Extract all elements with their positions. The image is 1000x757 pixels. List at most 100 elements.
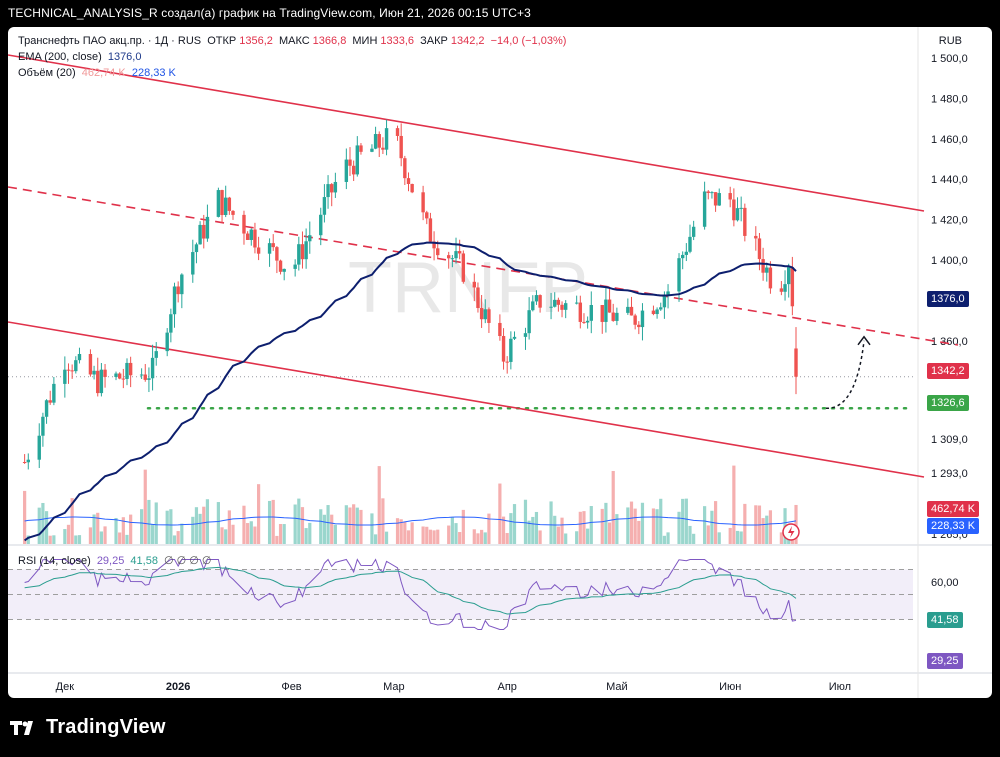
candle-body <box>143 374 147 380</box>
volume-bar <box>501 516 506 544</box>
candle-body <box>37 435 41 460</box>
candle-body <box>684 251 689 255</box>
candle-body <box>505 361 509 363</box>
volume-bar <box>359 509 363 544</box>
candle-body <box>128 362 133 376</box>
price-tick-label: 1 400,0 <box>931 255 968 267</box>
candle-body <box>198 224 202 245</box>
candle-body <box>96 370 100 394</box>
channel-mid-line <box>8 186 959 346</box>
chart-canvas[interactable]: TRNFP 1 500,0 1 480,0 1 460,0 1 440,0 1 420,0… <box>8 27 992 698</box>
candle-body <box>381 147 385 150</box>
candle-body <box>479 308 484 320</box>
candle-body <box>447 255 451 259</box>
candle-body <box>574 302 579 304</box>
candle-body <box>523 333 528 337</box>
candle-body <box>659 307 663 310</box>
volume-bar <box>615 514 619 544</box>
candle-body <box>691 226 696 237</box>
volume-bar <box>278 524 283 544</box>
volume-bar <box>779 532 783 544</box>
candle-body <box>629 306 634 316</box>
price-tick-label: 1 500,0 <box>931 53 968 65</box>
volume-bar <box>629 501 634 544</box>
candle-body <box>626 306 630 313</box>
volume-bar <box>377 466 381 544</box>
candle-body <box>589 305 593 321</box>
high-value: 1366,8 <box>312 35 347 47</box>
high-label: МАКС <box>278 35 310 47</box>
rsi-tag: 29,25 <box>927 653 963 669</box>
volume-bar <box>589 506 593 544</box>
volume-bar <box>600 508 604 544</box>
candle-body <box>454 251 458 259</box>
candle-body <box>63 369 67 384</box>
volume-ma-tag: 228,33 K <box>927 518 980 534</box>
candle-body <box>205 216 210 239</box>
candle-body <box>637 324 641 328</box>
volume-bar <box>662 535 667 544</box>
candle-body <box>267 243 272 254</box>
volume-bar <box>271 499 275 544</box>
volume-bar <box>118 532 122 544</box>
volume-bar <box>743 503 747 544</box>
candle-body <box>44 400 49 417</box>
volume-bar <box>125 534 129 544</box>
volume-bar <box>300 507 305 544</box>
price-tick-label: 1 480,0 <box>931 93 968 105</box>
candle-body <box>231 210 235 215</box>
candle-body <box>74 360 78 372</box>
candle-body <box>308 235 312 242</box>
candle-body <box>249 229 253 240</box>
candle-body <box>202 224 206 239</box>
candle-body <box>139 374 144 376</box>
price-tick-label: 1 460,0 <box>931 134 968 146</box>
volume-bar <box>319 509 323 544</box>
candle-body <box>739 207 743 209</box>
volume-bar <box>626 507 630 544</box>
ema-label: EMA (200, close) <box>18 51 102 63</box>
candle-body <box>169 314 173 333</box>
volume-bar <box>326 505 330 544</box>
chart-panel[interactable]: TRNFP 1 500,0 1 480,0 1 460,0 1 440,0 1 420,0… <box>8 27 992 698</box>
candle-body <box>783 284 787 292</box>
volume-bar <box>52 535 56 544</box>
volume-bar <box>487 513 491 544</box>
volume-bar <box>304 528 308 544</box>
candle-body <box>293 264 297 269</box>
candle-body <box>476 287 480 309</box>
candle-body <box>717 193 721 206</box>
volume-bar <box>717 532 721 544</box>
candle-body <box>191 252 195 275</box>
candle-body <box>282 268 286 272</box>
candle-body <box>330 184 334 193</box>
candle-body <box>585 320 590 323</box>
candle-body <box>779 288 784 292</box>
candle-body <box>425 212 429 219</box>
candle-body <box>70 370 74 372</box>
candle-body <box>351 165 356 175</box>
candle-body <box>154 351 158 358</box>
volume-bar <box>659 498 663 544</box>
volume-bar <box>63 529 67 544</box>
currency-unit[interactable]: RUB <box>938 35 962 47</box>
volume-bar <box>99 531 103 544</box>
candle-body <box>150 357 155 379</box>
close-label: ЗАКР <box>420 35 448 47</box>
volume-bar <box>66 524 71 544</box>
volume-bar <box>604 502 608 544</box>
ema-legend: EMA (200, close) 1376,0 <box>18 51 144 63</box>
watermark: TRNFP <box>348 248 588 328</box>
close-price-tag: 1342,2 <box>927 363 969 379</box>
volume-bar <box>150 524 155 544</box>
rsi-label: RSI (14, close) <box>18 555 91 567</box>
volume-bar <box>406 530 411 544</box>
volume-bar <box>735 530 740 544</box>
volume-bar <box>242 505 246 544</box>
candle-body <box>22 462 27 463</box>
candle-body <box>176 286 180 295</box>
candle-body <box>92 370 96 375</box>
volume-bar <box>180 523 184 544</box>
volume-bar <box>176 531 180 544</box>
candle-body <box>604 299 608 322</box>
